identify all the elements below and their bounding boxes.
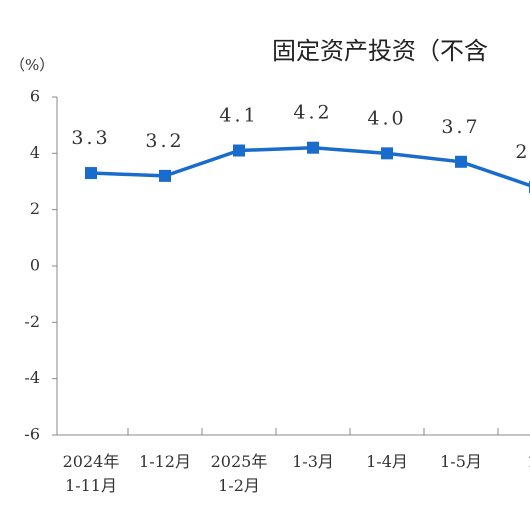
value-label: 2.8 xyxy=(515,141,530,163)
value-label: 4.0 xyxy=(367,107,406,129)
marker xyxy=(307,141,319,154)
y-tick-label: 2 xyxy=(30,199,40,218)
x-tick-label: 1- xyxy=(527,452,530,471)
marker xyxy=(159,169,171,182)
x-tick-label-line: 1-5月 xyxy=(440,452,482,471)
x-tick-label-line: 1- xyxy=(527,452,530,471)
x-tick-label-line: 2025年 xyxy=(211,452,268,471)
marker xyxy=(85,167,97,180)
y-tick-label: -4 xyxy=(24,368,40,387)
x-tick-label: 2024年 1-11月 xyxy=(63,452,120,495)
value-label: 3.2 xyxy=(145,130,184,152)
x-tick-label: 1-5月 xyxy=(440,452,482,471)
y-tick-label: 6 xyxy=(30,87,40,106)
x-tick-label: 2025年 1-2月 xyxy=(211,452,268,495)
value-label: 3.7 xyxy=(441,116,480,138)
marker xyxy=(381,147,393,160)
x-tick-label-line: 1-3月 xyxy=(292,452,334,471)
marker xyxy=(233,144,245,157)
x-tick-label-line: 2024年 xyxy=(63,452,120,471)
x-tick-label-line: 1-12月 xyxy=(139,452,191,471)
x-tick-label-line: 1-4月 xyxy=(366,452,408,471)
y-tick-label: 4 xyxy=(30,143,40,162)
x-tick-label-line: 1-11月 xyxy=(65,476,117,495)
value-label: 3.3 xyxy=(71,127,110,149)
y-axis-label: （%） xyxy=(10,56,54,74)
y-tick-label: -6 xyxy=(24,425,40,444)
chart-title: 固定资产投资（不含 xyxy=(272,37,488,65)
x-tick-label: 1-3月 xyxy=(292,452,334,471)
y-tick-label: -2 xyxy=(24,312,40,331)
value-label: 4.1 xyxy=(219,105,258,127)
x-tick-label: 1-12月 xyxy=(139,452,191,471)
y-tick-label: 0 xyxy=(30,256,40,275)
value-label: 4.2 xyxy=(293,102,332,124)
x-tick-label-line: 1-2月 xyxy=(218,476,260,495)
x-tick-label: 1-4月 xyxy=(366,452,408,471)
marker xyxy=(455,155,467,168)
